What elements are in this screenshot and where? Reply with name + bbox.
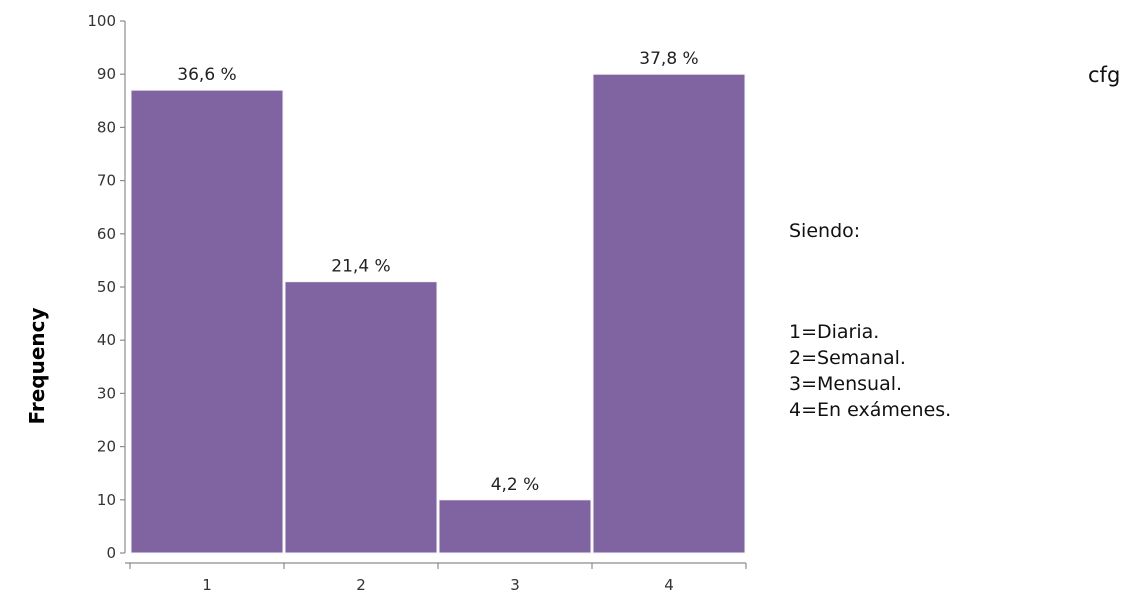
corner-note-text: cfg <box>1088 63 1121 87</box>
y-tick-label: 40 <box>97 331 116 349</box>
y-tick-label: 50 <box>97 278 116 296</box>
y-tick-label: 20 <box>97 438 116 456</box>
y-tick-label: 10 <box>97 491 116 509</box>
data-label-4: 37,8 % <box>639 49 698 69</box>
y-axis-ticks: 0 10 20 30 40 50 60 70 80 90 100 <box>87 12 125 562</box>
legend-item: 1=Diaria. <box>789 321 880 343</box>
axes-group <box>124 21 746 564</box>
x-tick-label: 3 <box>510 576 520 593</box>
y-axis-title: Frequency <box>25 307 49 424</box>
bars-group <box>130 73 746 554</box>
legend-heading: Siendo: <box>789 220 861 242</box>
y-tick-label: 100 <box>87 12 116 30</box>
bar-1 <box>130 89 284 554</box>
data-labels-group: 36,6 % 21,4 % 4,2 % 37,8 % <box>177 49 698 495</box>
y-axis-title-group: Frequency <box>25 307 49 424</box>
x-tick-label: 1 <box>202 576 212 593</box>
y-tick-label: 60 <box>97 225 116 243</box>
data-label-2: 21,4 % <box>331 257 390 277</box>
y-tick-label: 0 <box>106 544 116 562</box>
legend-item: 3=Mensual. <box>789 373 903 395</box>
x-axis-ticks: 1 2 3 4 <box>129 563 747 593</box>
y-tick-label: 70 <box>97 172 116 190</box>
legend-item: 2=Semanal. <box>789 347 906 369</box>
bar-3 <box>438 499 592 554</box>
bar-2 <box>284 281 438 554</box>
y-tick-label: 30 <box>97 384 116 402</box>
legend-list: 1=Diaria. 2=Semanal. 3=Mensual. 4=En exá… <box>789 319 951 423</box>
data-label-3: 4,2 % <box>491 475 540 495</box>
data-label-1: 36,6 % <box>177 65 236 85</box>
x-tick-label: 4 <box>664 576 674 593</box>
x-tick-label: 2 <box>356 576 366 593</box>
y-tick-label: 80 <box>97 118 116 136</box>
legend-item: 4=En exámenes. <box>789 399 952 421</box>
y-tick-label: 90 <box>97 65 116 83</box>
bar-4 <box>592 73 746 554</box>
